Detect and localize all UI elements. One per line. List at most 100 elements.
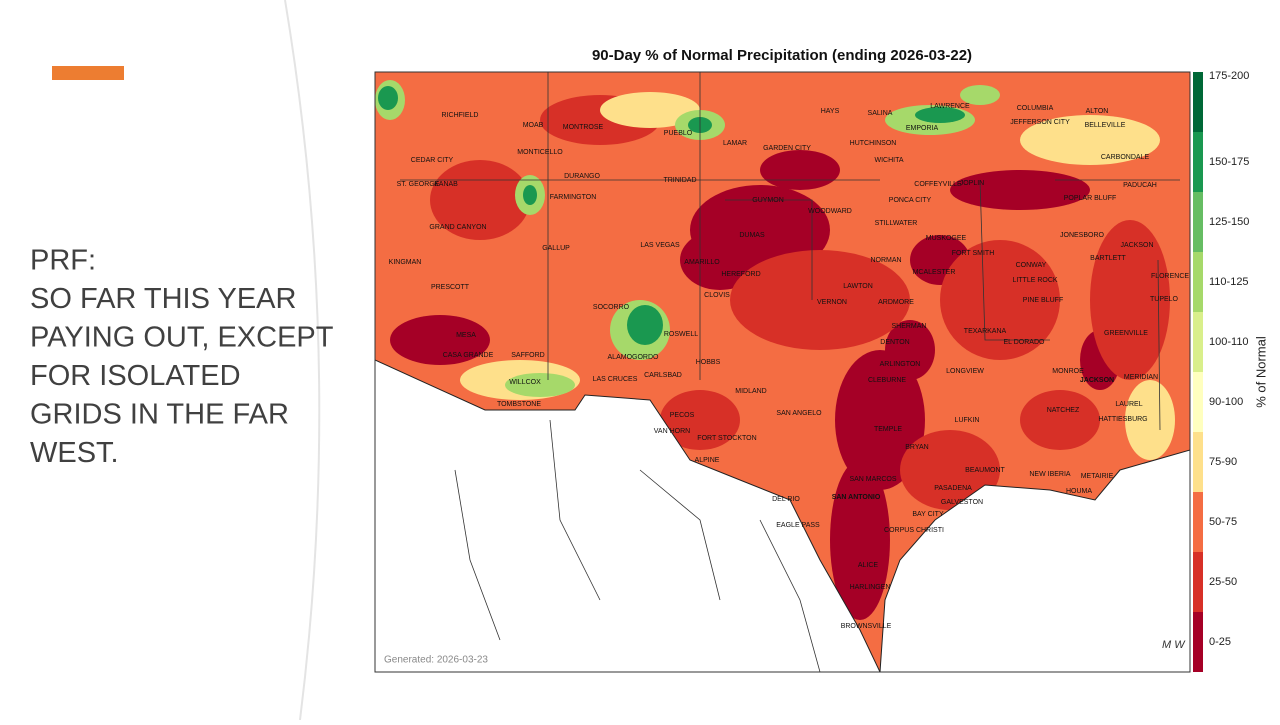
city-label: VAN HORN	[654, 428, 690, 435]
city-label: ARLINGTON	[880, 361, 921, 368]
city-label: PECOS	[670, 412, 695, 419]
precip-area	[390, 315, 490, 365]
slide-line: GRIDS IN THE FAR	[30, 399, 289, 431]
precip-area	[1090, 220, 1170, 380]
city-label: HEREFORD	[721, 271, 760, 278]
slide-line: SO FAR THIS YEAR	[30, 283, 296, 315]
precip-area	[830, 460, 890, 620]
city-label: HATTIESBURG	[1098, 416, 1147, 423]
city-label: EL DORADO	[1004, 339, 1046, 346]
legend-label: 125-150	[1209, 216, 1249, 228]
city-label: DEL RIO	[772, 496, 800, 503]
city-label: MONROE	[1052, 368, 1084, 375]
city-label: BELLEVILLE	[1085, 122, 1126, 129]
city-label: GREENVILLE	[1104, 330, 1148, 337]
legend-swatch	[1193, 192, 1203, 252]
city-label: WOODWARD	[808, 208, 852, 215]
city-label: BROWNSVILLE	[841, 623, 892, 630]
city-label: GALVESTON	[941, 499, 983, 506]
city-label: NATCHEZ	[1047, 407, 1080, 414]
city-label: JEFFERSON CITY	[1010, 119, 1070, 126]
city-label: TUPELO	[1150, 296, 1179, 303]
city-label: JONESBORO	[1060, 232, 1105, 239]
mexico	[375, 359, 881, 672]
precip-area	[915, 107, 965, 123]
city-label: KINGMAN	[389, 259, 422, 266]
precip-area	[378, 86, 398, 110]
slide-curve	[284, 0, 321, 721]
precip-area	[885, 320, 935, 380]
legend-swatch	[1193, 612, 1203, 672]
precip-area	[660, 390, 740, 450]
city-label: SALINA	[868, 110, 893, 117]
state-lines	[400, 72, 1180, 431]
city-label: LONGVIEW	[946, 368, 984, 375]
slide-line: PAYING OUT, EXCEPT	[30, 322, 334, 354]
logo: M W	[1162, 639, 1186, 651]
accent-bar	[52, 66, 124, 80]
city-label: CORPUS CHRISTI	[884, 527, 944, 534]
city-label: HOUMA	[1066, 488, 1092, 495]
city-label: ALAMOGORDO	[608, 354, 660, 361]
city-label: CEDAR CITY	[411, 157, 454, 164]
city-label: TEMPLE	[874, 426, 902, 433]
city-label: MOAB	[523, 122, 544, 129]
city-label: BARTLETT	[1090, 255, 1126, 262]
precip-area	[900, 430, 1000, 510]
precip-area	[835, 350, 925, 490]
precip-area	[1020, 115, 1160, 165]
precip-area	[940, 240, 1060, 360]
city-label: LAUREL	[1115, 401, 1142, 408]
legend-swatch	[1193, 492, 1203, 552]
legend-label: 110-125	[1209, 276, 1249, 288]
map-title: 90-Day % of Normal Precipitation (ending…	[592, 47, 972, 64]
city-label: JACKSON	[1120, 242, 1153, 249]
city-label: MERIDIAN	[1124, 374, 1158, 381]
city-label: EAGLE PASS	[776, 522, 820, 529]
city-label: LAMAR	[723, 140, 747, 147]
legend-label: 75-90	[1209, 456, 1237, 468]
city-label: LAS VEGAS	[640, 242, 680, 249]
legend-label: 25-50	[1209, 576, 1237, 588]
city-label: FORT SMITH	[952, 250, 995, 257]
city-label: CLEBURNE	[868, 377, 906, 384]
city-label: GUYMON	[752, 197, 784, 204]
city-label: MONTROSE	[563, 124, 604, 131]
precip-area	[505, 373, 575, 397]
legend-label: 90-100	[1209, 396, 1243, 408]
city-label: PRESCOTT	[431, 284, 470, 291]
city-label: LAWRENCE	[930, 103, 970, 110]
city-label: STILLWATER	[875, 220, 918, 227]
city-label: CONWAY	[1016, 262, 1047, 269]
city-label: GARDEN CITY	[763, 145, 811, 152]
city-label: DENTON	[880, 339, 909, 346]
gulf	[879, 449, 1190, 672]
legend-swatch	[1193, 252, 1203, 312]
city-label: PUEBLO	[664, 130, 693, 137]
legend: 175-200 150-175 125-150 110-125 100-110 90-10…	[1193, 70, 1249, 672]
legend-label: 150-175	[1209, 156, 1249, 168]
legend-label: 50-75	[1209, 516, 1237, 528]
city-label: SAN ANTONIO	[832, 494, 881, 501]
city-label: AMARILLO	[684, 259, 720, 266]
city-label: MUSKOGEE	[926, 235, 967, 242]
city-label: METAIRIE	[1081, 473, 1114, 480]
city-label: WILLCOX	[509, 379, 541, 386]
city-label: LUFKIN	[955, 417, 980, 424]
city-label: PINE BLUFF	[1023, 297, 1063, 304]
slide-line: WEST.	[30, 437, 119, 469]
city-label: PONCA CITY	[889, 197, 932, 204]
city-label: NORMAN	[870, 257, 901, 264]
city-label: COLUMBIA	[1017, 105, 1054, 112]
city-label: SOCORRO	[593, 304, 630, 311]
legend-swatch	[1193, 312, 1203, 372]
map: RICHFIELD MOAB MONTROSE PUEBLO LAMAR HAYS SALI…	[375, 72, 1190, 672]
precip-area	[730, 250, 910, 350]
city-label: LITTLE ROCK	[1012, 277, 1057, 284]
legend-title: % of Normal	[1253, 336, 1268, 408]
city-label: CARBONDALE	[1101, 154, 1150, 161]
city-label: SAN ANGELO	[776, 410, 822, 417]
city-label: GRAND CANYON	[429, 224, 486, 231]
legend-swatch	[1193, 72, 1203, 132]
city-label: MCALESTER	[913, 269, 956, 276]
